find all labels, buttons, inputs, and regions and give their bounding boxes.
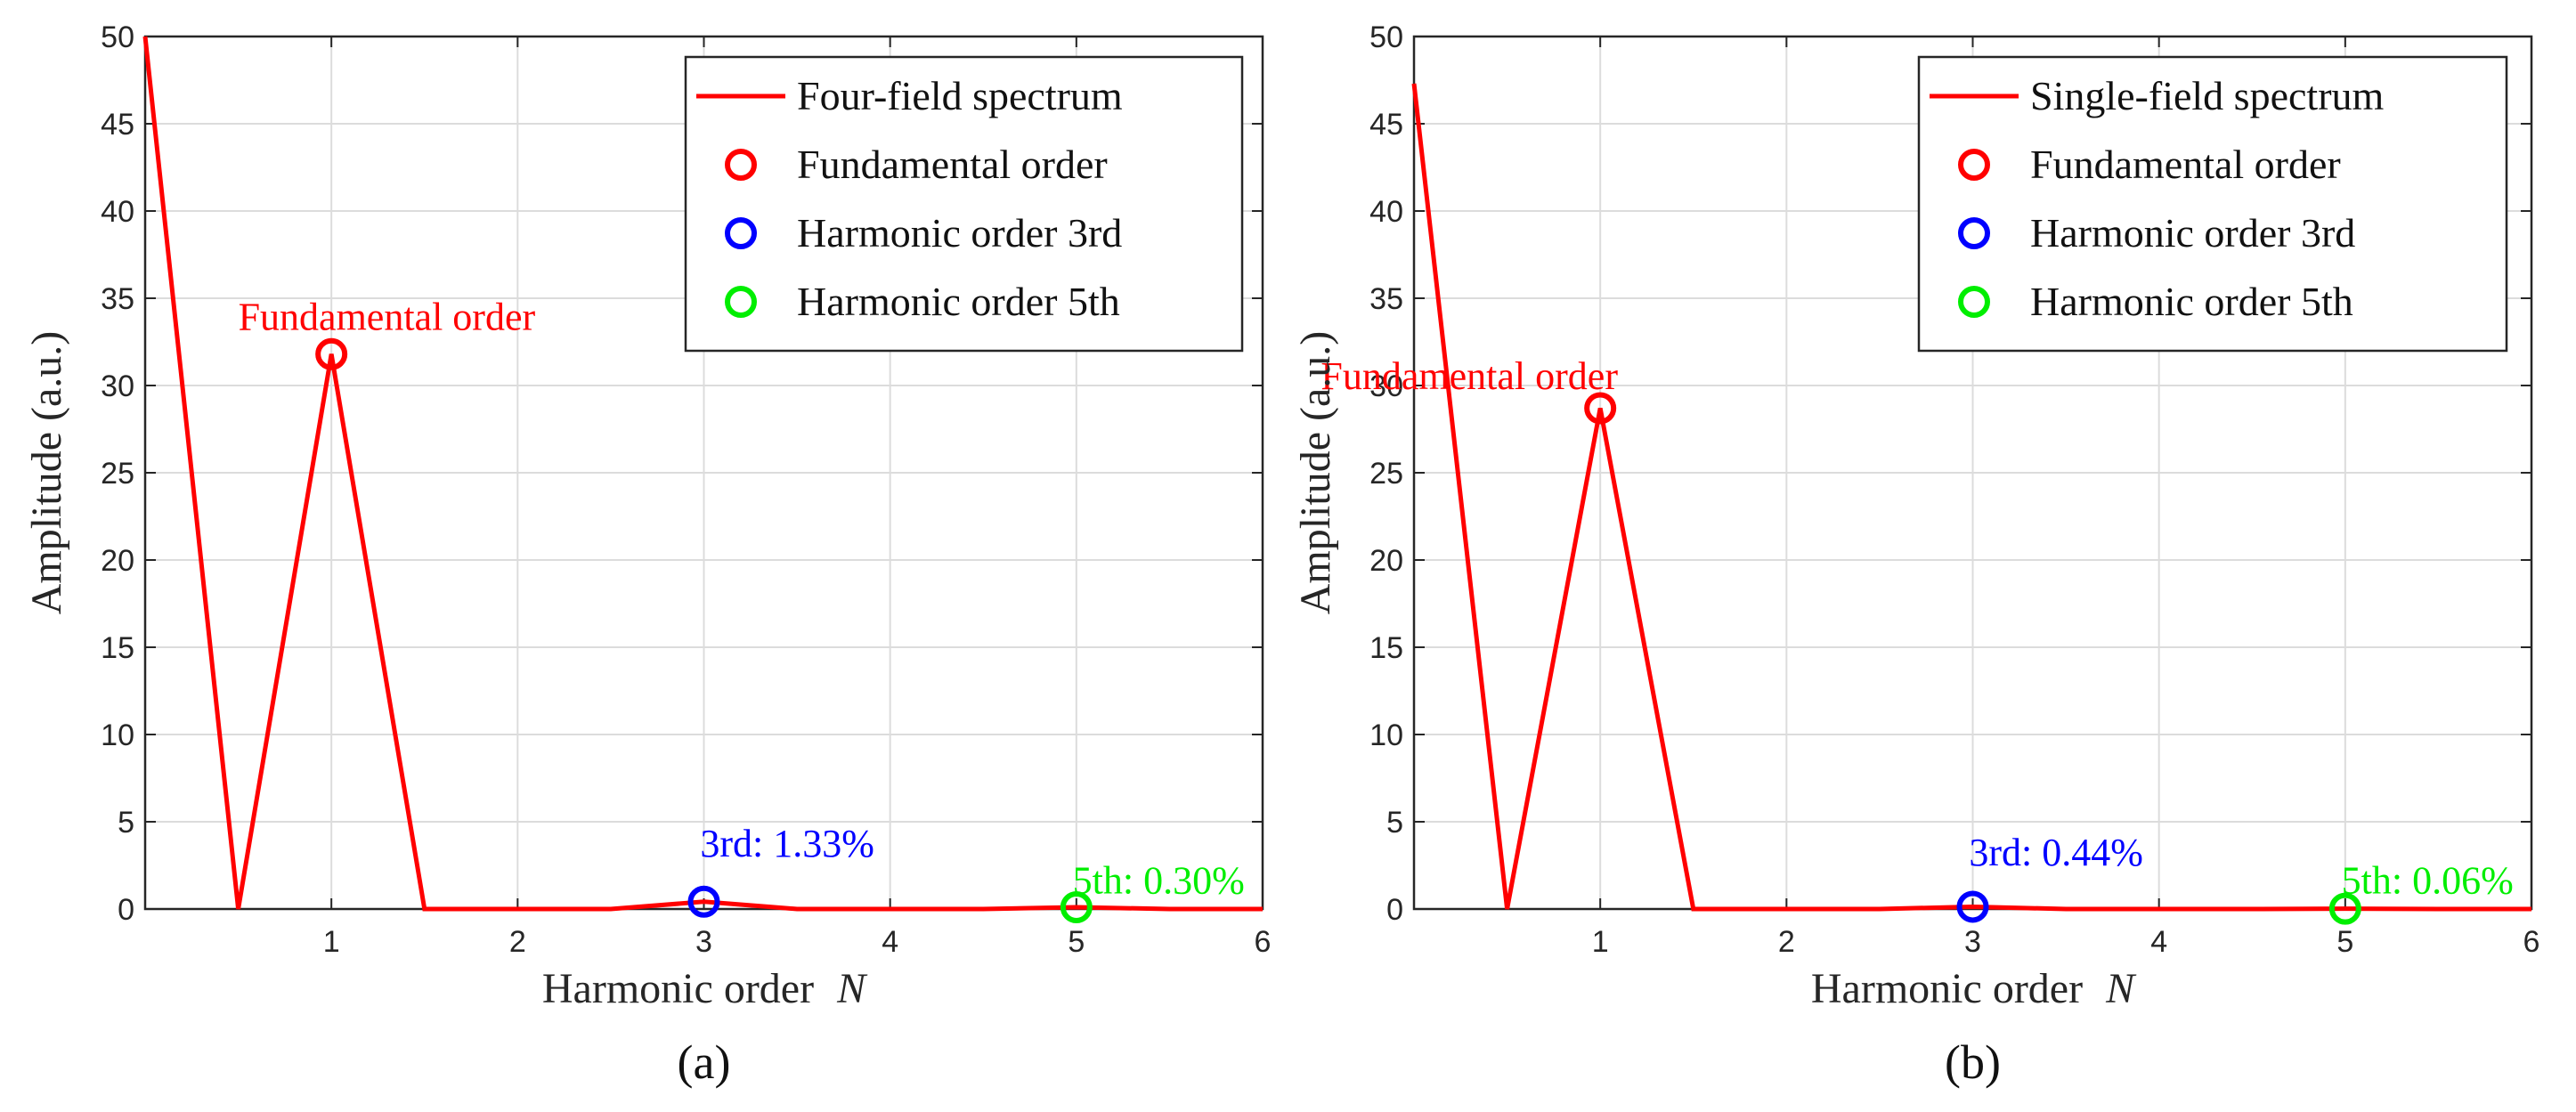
y-tick-label: 50: [1369, 20, 1403, 54]
x-tick-label: 2: [509, 925, 526, 959]
x-tick-label: 3: [695, 925, 712, 959]
marker-fundamental: [1584, 392, 1617, 425]
legend-marker-icon: [725, 149, 757, 181]
legend-marker-icon: [725, 217, 757, 249]
marker-harmonic-3rd: [687, 885, 720, 918]
y-tick-label: 0: [118, 893, 134, 927]
y-tick-label: 20: [1369, 544, 1403, 578]
x-tick-label: 4: [2150, 925, 2167, 959]
legend-box: [1917, 55, 2508, 353]
x-axis-label-text: Harmonic order: [1811, 965, 2083, 1012]
x-axis-label: Harmonic order N: [1811, 965, 2137, 1012]
series-line-0: [142, 36, 1263, 912]
y-tick-label: 5: [118, 806, 134, 840]
x-tick-label: 6: [1255, 925, 1272, 959]
legend-marker-icon: [1958, 217, 1990, 249]
annotation-label: Fundamental order: [239, 295, 536, 338]
legend-marker-icon: [725, 286, 757, 318]
x-tick-label: 1: [323, 925, 340, 959]
panel-label: (a): [678, 1035, 731, 1089]
y-tick-label: 0: [1386, 893, 1403, 927]
y-tick-label: 30: [101, 369, 134, 403]
x-axis-label: Harmonic order N: [542, 965, 868, 1012]
y-tick-label: 20: [101, 544, 134, 578]
legend: Single-field spectrum Fundamental order Ha…: [1917, 55, 2508, 353]
y-tick-label: 40: [101, 195, 134, 229]
y-axis-label: Amplitude (a.u.): [23, 331, 70, 615]
series-line-0: [1411, 83, 2531, 912]
annotation-label: 5th: 0.06%: [2342, 858, 2514, 902]
legend-entry-label: Harmonic order 5th: [2030, 279, 2353, 324]
marker-harmonic-5th: [1060, 891, 1093, 924]
annotation-label: 5th: 0.30%: [1073, 858, 1245, 902]
y-tick-label: 10: [101, 718, 134, 752]
legend-entry-label: Harmonic order 5th: [797, 279, 1120, 324]
x-tick-label: 5: [2336, 925, 2353, 959]
y-tick-label: 50: [101, 20, 134, 54]
axes-box: [143, 35, 1264, 911]
x-tick-label: 3: [1964, 925, 1981, 959]
marker-harmonic-5th: [2328, 892, 2361, 925]
legend-entry-label: Fundamental order: [797, 142, 1108, 187]
legend: Four-field spectrum Fundamental order Harm…: [684, 55, 1244, 353]
x-tick-label: 1: [1592, 925, 1609, 959]
y-tick-label: 35: [1369, 282, 1403, 316]
annotation-label: Fundamental order: [1321, 354, 1618, 398]
y-tick-label: 15: [101, 631, 134, 665]
legend-entry-label: Single-field spectrum: [2030, 73, 2385, 118]
x-tick-label: 6: [2523, 925, 2540, 959]
y-tick-label: 30: [1369, 369, 1403, 403]
marker-harmonic-3rd: [1956, 890, 1989, 923]
legend-entry-label: Fundamental order: [2030, 142, 2341, 187]
legend-entry-label: Harmonic order 3rd: [2030, 210, 2355, 256]
legend-marker-icon: [1958, 149, 1990, 181]
annotation-label: 3rd: 1.33%: [700, 822, 874, 865]
x-tick-label: 5: [1068, 925, 1085, 959]
y-tick-label: 15: [1369, 631, 1403, 665]
x-axis-label-var: N: [836, 965, 868, 1012]
y-tick-label: 45: [101, 108, 134, 142]
y-tick-label: 5: [1386, 806, 1403, 840]
x-axis-label-var: N: [2105, 965, 2137, 1012]
legend-entry-label: Four-field spectrum: [797, 73, 1123, 118]
panel-label: (b): [1945, 1035, 2001, 1089]
legend-box: [684, 55, 1244, 353]
axes-box: [1412, 35, 2533, 911]
y-tick-label: 25: [101, 457, 134, 491]
x-tick-label: 2: [1778, 925, 1795, 959]
x-axis-label-text: Harmonic order: [542, 965, 814, 1012]
annotation-label: 3rd: 0.44%: [1969, 831, 2143, 874]
y-tick-label: 10: [1369, 718, 1403, 752]
legend-entry-label: Harmonic order 3rd: [797, 210, 1122, 256]
y-tick-label: 35: [101, 282, 134, 316]
y-axis-label: Amplitude (a.u.): [1292, 331, 1339, 615]
marker-fundamental: [315, 337, 348, 370]
y-tick-label: 45: [1369, 108, 1403, 142]
y-tick-label: 40: [1369, 195, 1403, 229]
x-tick-label: 4: [882, 925, 898, 959]
y-tick-label: 25: [1369, 457, 1403, 491]
legend-marker-icon: [1958, 286, 1990, 318]
